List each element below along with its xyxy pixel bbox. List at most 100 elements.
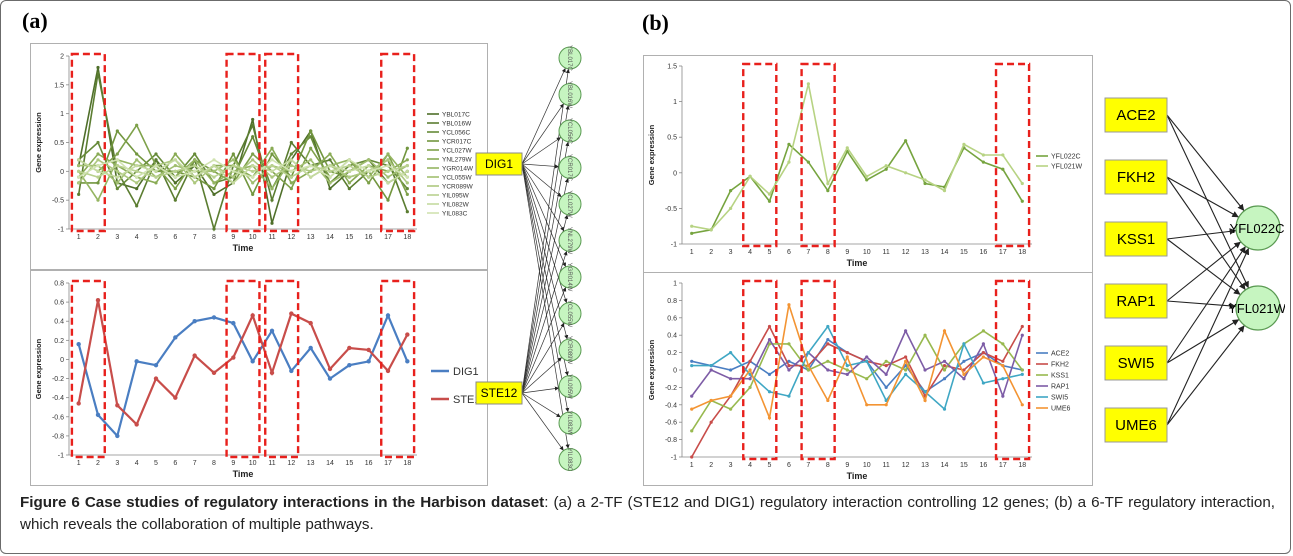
data-point-ACE2 <box>826 337 830 342</box>
data-point-SWI5 <box>826 324 830 329</box>
data-point-YCR089W <box>289 163 293 168</box>
legend-label: YCR089W <box>442 183 474 190</box>
data-point-KSS1 <box>787 342 791 346</box>
tf-label: FKH2 <box>1117 169 1155 186</box>
data-point-SWI5 <box>962 342 966 346</box>
data-point-SWI5 <box>787 394 791 398</box>
data-point-YBL016W <box>154 158 158 162</box>
network-edge <box>1166 176 1240 218</box>
data-point-YFL022C <box>1001 167 1005 171</box>
y-tick-label: -1 <box>58 453 64 460</box>
data-point-YCL056C <box>405 187 409 191</box>
data-point-KSS1 <box>1020 368 1024 372</box>
data-point-YCL027W <box>115 152 119 156</box>
series-line-RAP1 <box>691 329 1024 399</box>
network-edge <box>1166 238 1241 296</box>
network-edge <box>1166 318 1240 364</box>
data-point-STE12 <box>308 320 313 326</box>
data-point-UME6 <box>981 355 985 359</box>
caption-text: : (a) a 2-TF (STE12 and DIG1) regulatory… <box>20 494 1275 533</box>
gene-node-YBL016W <box>558 83 582 106</box>
data-point-YCL055W <box>328 181 332 185</box>
network-edge <box>1166 228 1237 240</box>
data-point-YIL083C <box>386 163 390 168</box>
data-point-YCR017C <box>96 181 100 185</box>
data-point-YIL082W <box>115 175 119 179</box>
data-point-YFL021W <box>962 142 966 146</box>
data-point-YFL021W <box>981 153 985 157</box>
data-point-YCL055W <box>135 158 139 162</box>
data-point-YGR014W <box>193 158 197 162</box>
tf-label: DIG1 <box>485 157 513 171</box>
network-edge <box>521 67 566 165</box>
network-edge <box>521 68 570 394</box>
x-tick-label: 10 <box>249 460 257 467</box>
x-tick-label: 11 <box>268 234 275 241</box>
data-point-DIG1 <box>231 320 236 326</box>
x-tick-label: 17 <box>384 234 392 241</box>
legend-label: DIG1 <box>453 366 479 378</box>
data-point-YFL021W <box>826 181 830 186</box>
network-edge <box>521 357 563 394</box>
data-point-YBL016W <box>270 198 274 202</box>
data-point-UME6 <box>826 398 830 403</box>
network-edge <box>521 287 567 394</box>
gene-node-YCL027W <box>558 192 582 216</box>
data-point-FKH2 <box>748 359 752 363</box>
data-point-RAP1 <box>709 368 713 372</box>
data-point-KSS1 <box>690 429 694 433</box>
data-point-YFL021W <box>767 192 772 196</box>
data-point-RAP1 <box>1001 394 1005 398</box>
data-point-DIG1 <box>347 362 352 368</box>
data-point-YBL016W <box>347 187 351 191</box>
series-line-UME6 <box>691 304 1024 421</box>
data-point-YCR089W <box>231 175 235 179</box>
legend-label: FKH2 <box>1051 361 1069 368</box>
network-edge <box>1166 300 1237 310</box>
legend-label: YIL082W <box>442 201 470 208</box>
data-point-YNL279W <box>289 181 293 185</box>
gene-label: YBL017C <box>566 45 572 71</box>
panel-b-label: (b) <box>642 10 669 35</box>
data-point-DIG1 <box>211 315 217 320</box>
data-point-YIL083C <box>289 169 293 173</box>
data-point-KSS1 <box>1001 342 1005 346</box>
data-point-YIL095W <box>193 163 197 168</box>
y-tick-label: 2 <box>60 54 64 61</box>
y-axis-label: Gene expression <box>34 112 43 173</box>
network-edge <box>521 141 570 394</box>
data-point-STE12 <box>231 355 236 360</box>
highlight-box <box>264 52 300 233</box>
data-point-YFL021W <box>748 174 752 178</box>
x-tick-label: 6 <box>787 462 791 469</box>
gene-label: YCR017C <box>566 154 572 182</box>
data-point-ACE2 <box>729 368 733 372</box>
data-point-YFL021W <box>845 146 849 150</box>
data-point-SWI5 <box>923 390 927 394</box>
data-point-YCL027W <box>405 192 409 196</box>
x-tick-label: 6 <box>173 234 177 241</box>
x-tick-label: 13 <box>307 234 315 241</box>
data-point-YIL082W <box>135 163 139 168</box>
series-line-YIL083C <box>78 158 408 179</box>
x-tick-label: 3 <box>729 249 733 256</box>
x-tick-label: 11 <box>883 249 890 256</box>
network-edge <box>521 163 562 198</box>
highlight-box <box>70 279 106 459</box>
x-tick-label: 14 <box>326 460 334 467</box>
data-point-YIL082W <box>77 158 81 162</box>
tf-label: RAP1 <box>1116 293 1155 310</box>
data-point-STE12 <box>250 313 255 318</box>
tf-label: UME6 <box>1115 417 1157 434</box>
figure-caption: Figure 6 Case studies of regulatory inte… <box>20 492 1275 536</box>
data-point-UME6 <box>845 355 849 359</box>
series-line-DIG1 <box>77 312 409 439</box>
data-point-DIG1 <box>289 368 294 374</box>
data-point-YIL095W <box>347 163 351 168</box>
data-point-SWI5 <box>1020 372 1024 376</box>
network-edge <box>521 322 565 394</box>
data-point-YCL055W <box>309 158 313 162</box>
data-point-FKH2 <box>826 342 830 346</box>
data-point-FKH2 <box>981 351 985 355</box>
data-point-STE12 <box>289 311 294 316</box>
